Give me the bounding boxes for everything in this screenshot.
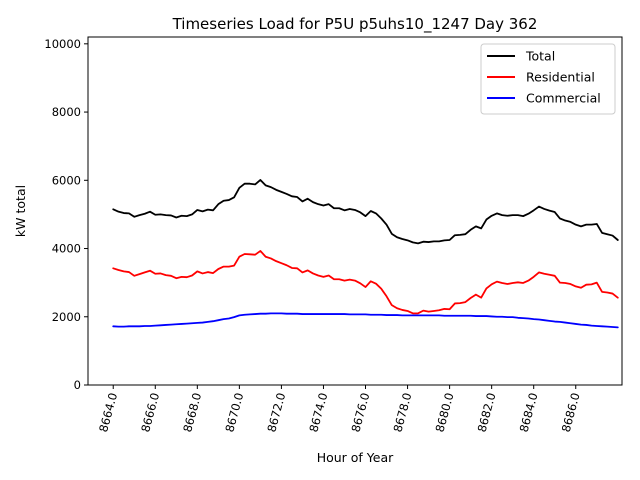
legend-label-commercial: Commercial (526, 91, 601, 106)
y-tick-label: 6000 (52, 173, 81, 187)
legend: Total Residential Commercial (480, 43, 616, 115)
plot-frame (87, 36, 623, 386)
y-tick-label: 0 (74, 378, 81, 392)
series-line-commercial (112, 312, 619, 329)
y-tick-label: 4000 (52, 242, 81, 256)
chart-title: Timeseries Load for P5U p5uhs10_1247 Day… (172, 15, 538, 34)
series-line-residential (112, 250, 619, 315)
y-tick-label: 10000 (44, 37, 81, 51)
legend-label-total: Total (525, 49, 555, 64)
series-layer (112, 179, 619, 329)
y-tick-label: 8000 (52, 105, 81, 119)
y-axis-label: kW total (13, 185, 28, 237)
x-axis-label: Hour of Year (317, 450, 394, 465)
y-tick-label: 2000 (52, 310, 81, 324)
legend-label-residential: Residential (526, 70, 595, 85)
legend-box (480, 43, 616, 115)
series-line-total (112, 179, 619, 245)
